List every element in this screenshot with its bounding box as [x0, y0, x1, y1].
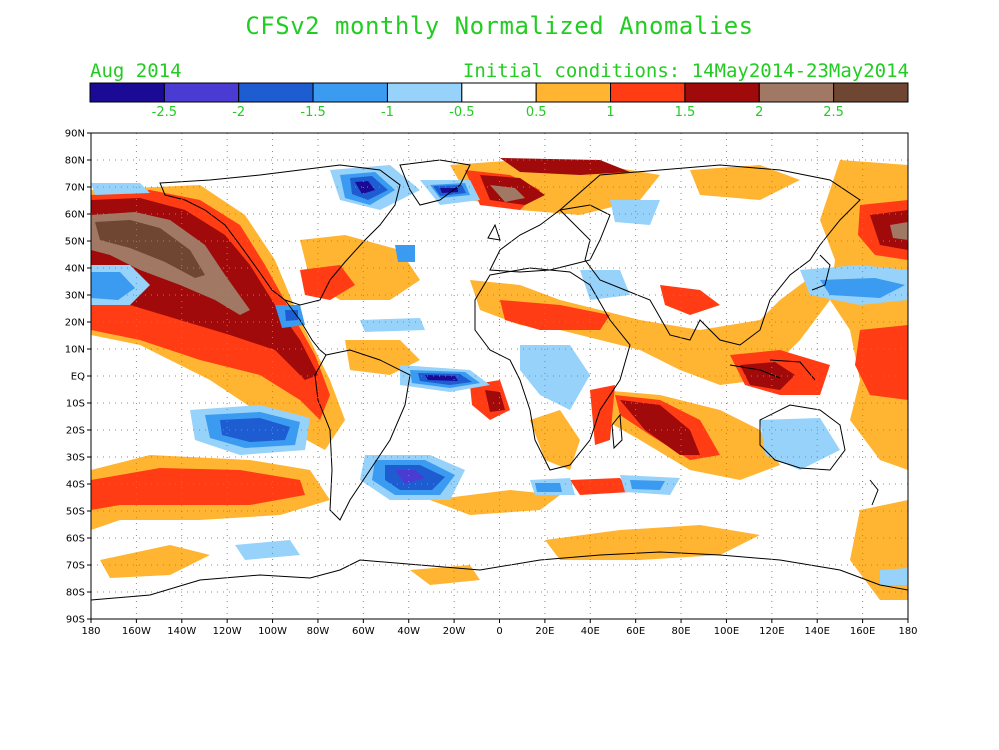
lon-label: 120W: [213, 626, 242, 637]
longitude-axis: 180 160W 140W 120W 100W 80W 60W 40W 20W 0 20E 40E 60…: [81, 619, 918, 637]
lat-label: 20N: [65, 318, 85, 329]
lon-label: 60W: [352, 626, 375, 637]
lat-label: 30S: [66, 453, 85, 464]
latitude-axis: 90N 80N 70N 60N 50N 40N 30N 20N 10N EQ 10S 20S 30S 40…: [65, 129, 91, 626]
colorbar-label: 1: [606, 105, 614, 120]
lon-label: 100W: [258, 626, 287, 637]
colorbar-swatch: [461, 82, 537, 103]
lon-label: 0: [496, 626, 502, 637]
lat-label: 80N: [65, 156, 85, 167]
colorbar-label: -1: [381, 105, 394, 120]
colorbar-label: 0.5: [526, 105, 547, 120]
lat-label: 60S: [66, 534, 85, 545]
lat-label: 50S: [66, 507, 85, 518]
colorbar-swatch: [386, 82, 463, 103]
colorbar-swatch: [535, 82, 612, 103]
map-area: [91, 133, 908, 619]
lon-label: 20E: [535, 626, 554, 637]
lat-label: 70N: [65, 183, 85, 194]
lat-label: 20S: [66, 426, 85, 437]
colorbar: -2.5 -2 -1.5 -1 -0.5 0.5 1 1.5 2 2.5: [89, 82, 909, 120]
lon-label: 40E: [581, 626, 600, 637]
lon-label: 160E: [850, 626, 875, 637]
colorbar-swatch: [89, 82, 165, 103]
colorbar-swatch: [163, 82, 240, 103]
lat-label: 30N: [65, 291, 85, 302]
colorbar-label: 1.5: [675, 105, 696, 120]
lon-label: 20W: [443, 626, 466, 637]
lat-label: 60N: [65, 210, 85, 221]
colorbar-label: -0.5: [449, 105, 474, 120]
chart-title: CFSv2 monthly Normalized Anomalies: [245, 12, 754, 40]
forecast-month: Aug 2014: [90, 60, 182, 82]
lat-lon-grid: [91, 133, 908, 619]
lon-label: 100E: [714, 626, 739, 637]
colorbar-swatch: [833, 82, 909, 103]
lon-label: 160W: [122, 626, 151, 637]
lat-label: 70S: [66, 561, 85, 572]
colorbar-label: -2.5: [152, 105, 177, 120]
lat-label: 40S: [66, 480, 85, 491]
lon-label: 180: [898, 626, 917, 637]
colorbar-swatch: [312, 82, 388, 103]
lat-label: 40N: [65, 264, 85, 275]
lon-label: 140E: [805, 626, 830, 637]
colorbar-swatch: [238, 82, 314, 103]
lat-label: 10S: [66, 399, 85, 410]
lon-label: 140W: [167, 626, 196, 637]
lon-label: 180: [81, 626, 100, 637]
colorbar-swatch: [758, 82, 835, 103]
colorbar-label: 2: [755, 105, 763, 120]
lat-label: 90N: [65, 129, 85, 140]
lat-label: 90S: [66, 615, 85, 626]
initial-conditions: Initial conditions: 14May2014-23May2014: [462, 60, 909, 82]
coastlines: [91, 159, 908, 601]
lon-label: 80E: [672, 626, 691, 637]
colorbar-label: -1.5: [300, 105, 325, 120]
colorbar-swatch: [610, 82, 686, 103]
colorbar-swatch: [684, 82, 760, 103]
lon-label: 40W: [397, 626, 420, 637]
lon-label: 60E: [626, 626, 645, 637]
anomaly-positive-extreme: [91, 185, 908, 315]
colorbar-label: -2: [232, 105, 245, 120]
lon-label: 120E: [759, 626, 784, 637]
lat-label: 50N: [65, 237, 85, 248]
lon-label: 80W: [307, 626, 330, 637]
lat-label: 10N: [65, 345, 85, 356]
lat-label: EQ: [71, 372, 85, 383]
lat-label: 80S: [66, 588, 85, 599]
colorbar-label: 2.5: [823, 105, 844, 120]
